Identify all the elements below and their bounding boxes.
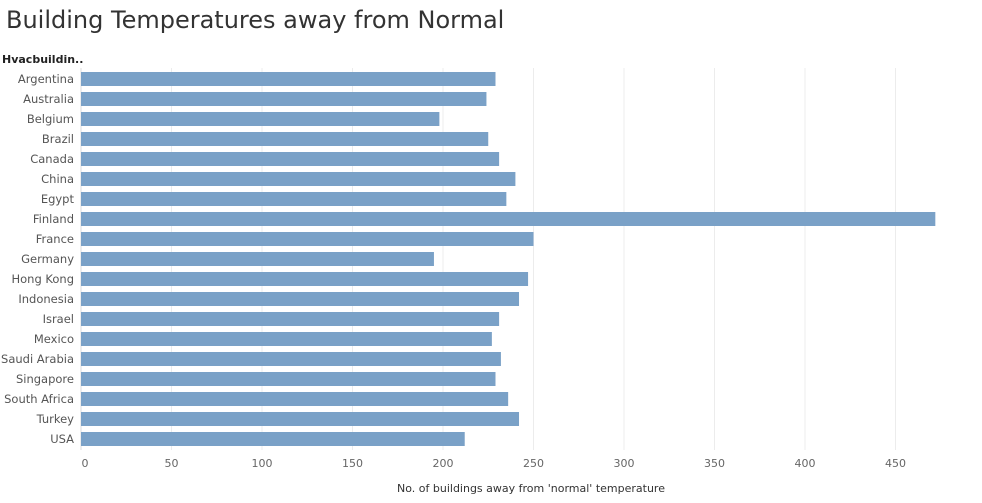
x-tick-label: 50 [165,457,179,470]
bar[interactable] [81,232,534,246]
bars [81,72,936,446]
x-tick-label: 250 [523,457,544,470]
x-axis: 0 50 100 150 200 250 300 350 400 450 [82,457,907,470]
category-label: USA [50,432,74,446]
category-labels: Argentina Australia Belgium Brazil Canada Chi… [1,72,74,446]
category-label: South Africa [4,392,74,406]
category-label: Argentina [18,72,74,86]
bar[interactable] [81,112,440,126]
category-label: Brazil [42,132,74,146]
x-tick-label: 400 [795,457,816,470]
x-axis-title: No. of buildings away from 'normal' temp… [397,482,665,495]
bar[interactable] [81,192,507,206]
category-label: Canada [30,152,74,166]
category-label: Singapore [16,372,74,386]
category-label: Israel [43,312,74,326]
category-label: Egypt [41,192,75,206]
category-label: Australia [23,92,74,106]
chart-title: Building Temperatures away from Normal [6,6,505,34]
bar[interactable] [81,132,489,146]
bar[interactable] [81,72,496,86]
x-tick-label: 100 [252,457,273,470]
category-label: China [41,172,74,186]
bar[interactable] [81,372,496,386]
bar[interactable] [81,412,520,426]
bar[interactable] [81,272,529,286]
bar[interactable] [81,212,936,226]
category-label: Germany [21,252,74,266]
bar[interactable] [81,392,509,406]
category-label: Mexico [34,332,74,346]
category-label: Indonesia [18,292,74,306]
x-tick-label: 0 [82,457,89,470]
bar[interactable] [81,172,516,186]
category-label: France [36,232,74,246]
x-tick-label: 350 [704,457,725,470]
x-tick-label: 300 [614,457,635,470]
bar[interactable] [81,92,487,106]
x-tick-label: 200 [433,457,454,470]
bar[interactable] [81,332,492,346]
bar[interactable] [81,432,465,446]
x-tick-label: 150 [342,457,363,470]
bar[interactable] [81,152,500,166]
bar[interactable] [81,352,501,366]
category-label: Hong Kong [11,272,74,286]
bar[interactable] [81,312,500,326]
category-label: Saudi Arabia [1,352,74,366]
x-tick-label: 450 [885,457,906,470]
category-label: Belgium [27,112,74,126]
dimension-header[interactable]: Hvacbuildin.. [2,53,84,66]
bar[interactable] [81,292,520,306]
category-label: Turkey [36,412,75,426]
bar[interactable] [81,252,434,266]
category-label: Finland [33,212,74,226]
